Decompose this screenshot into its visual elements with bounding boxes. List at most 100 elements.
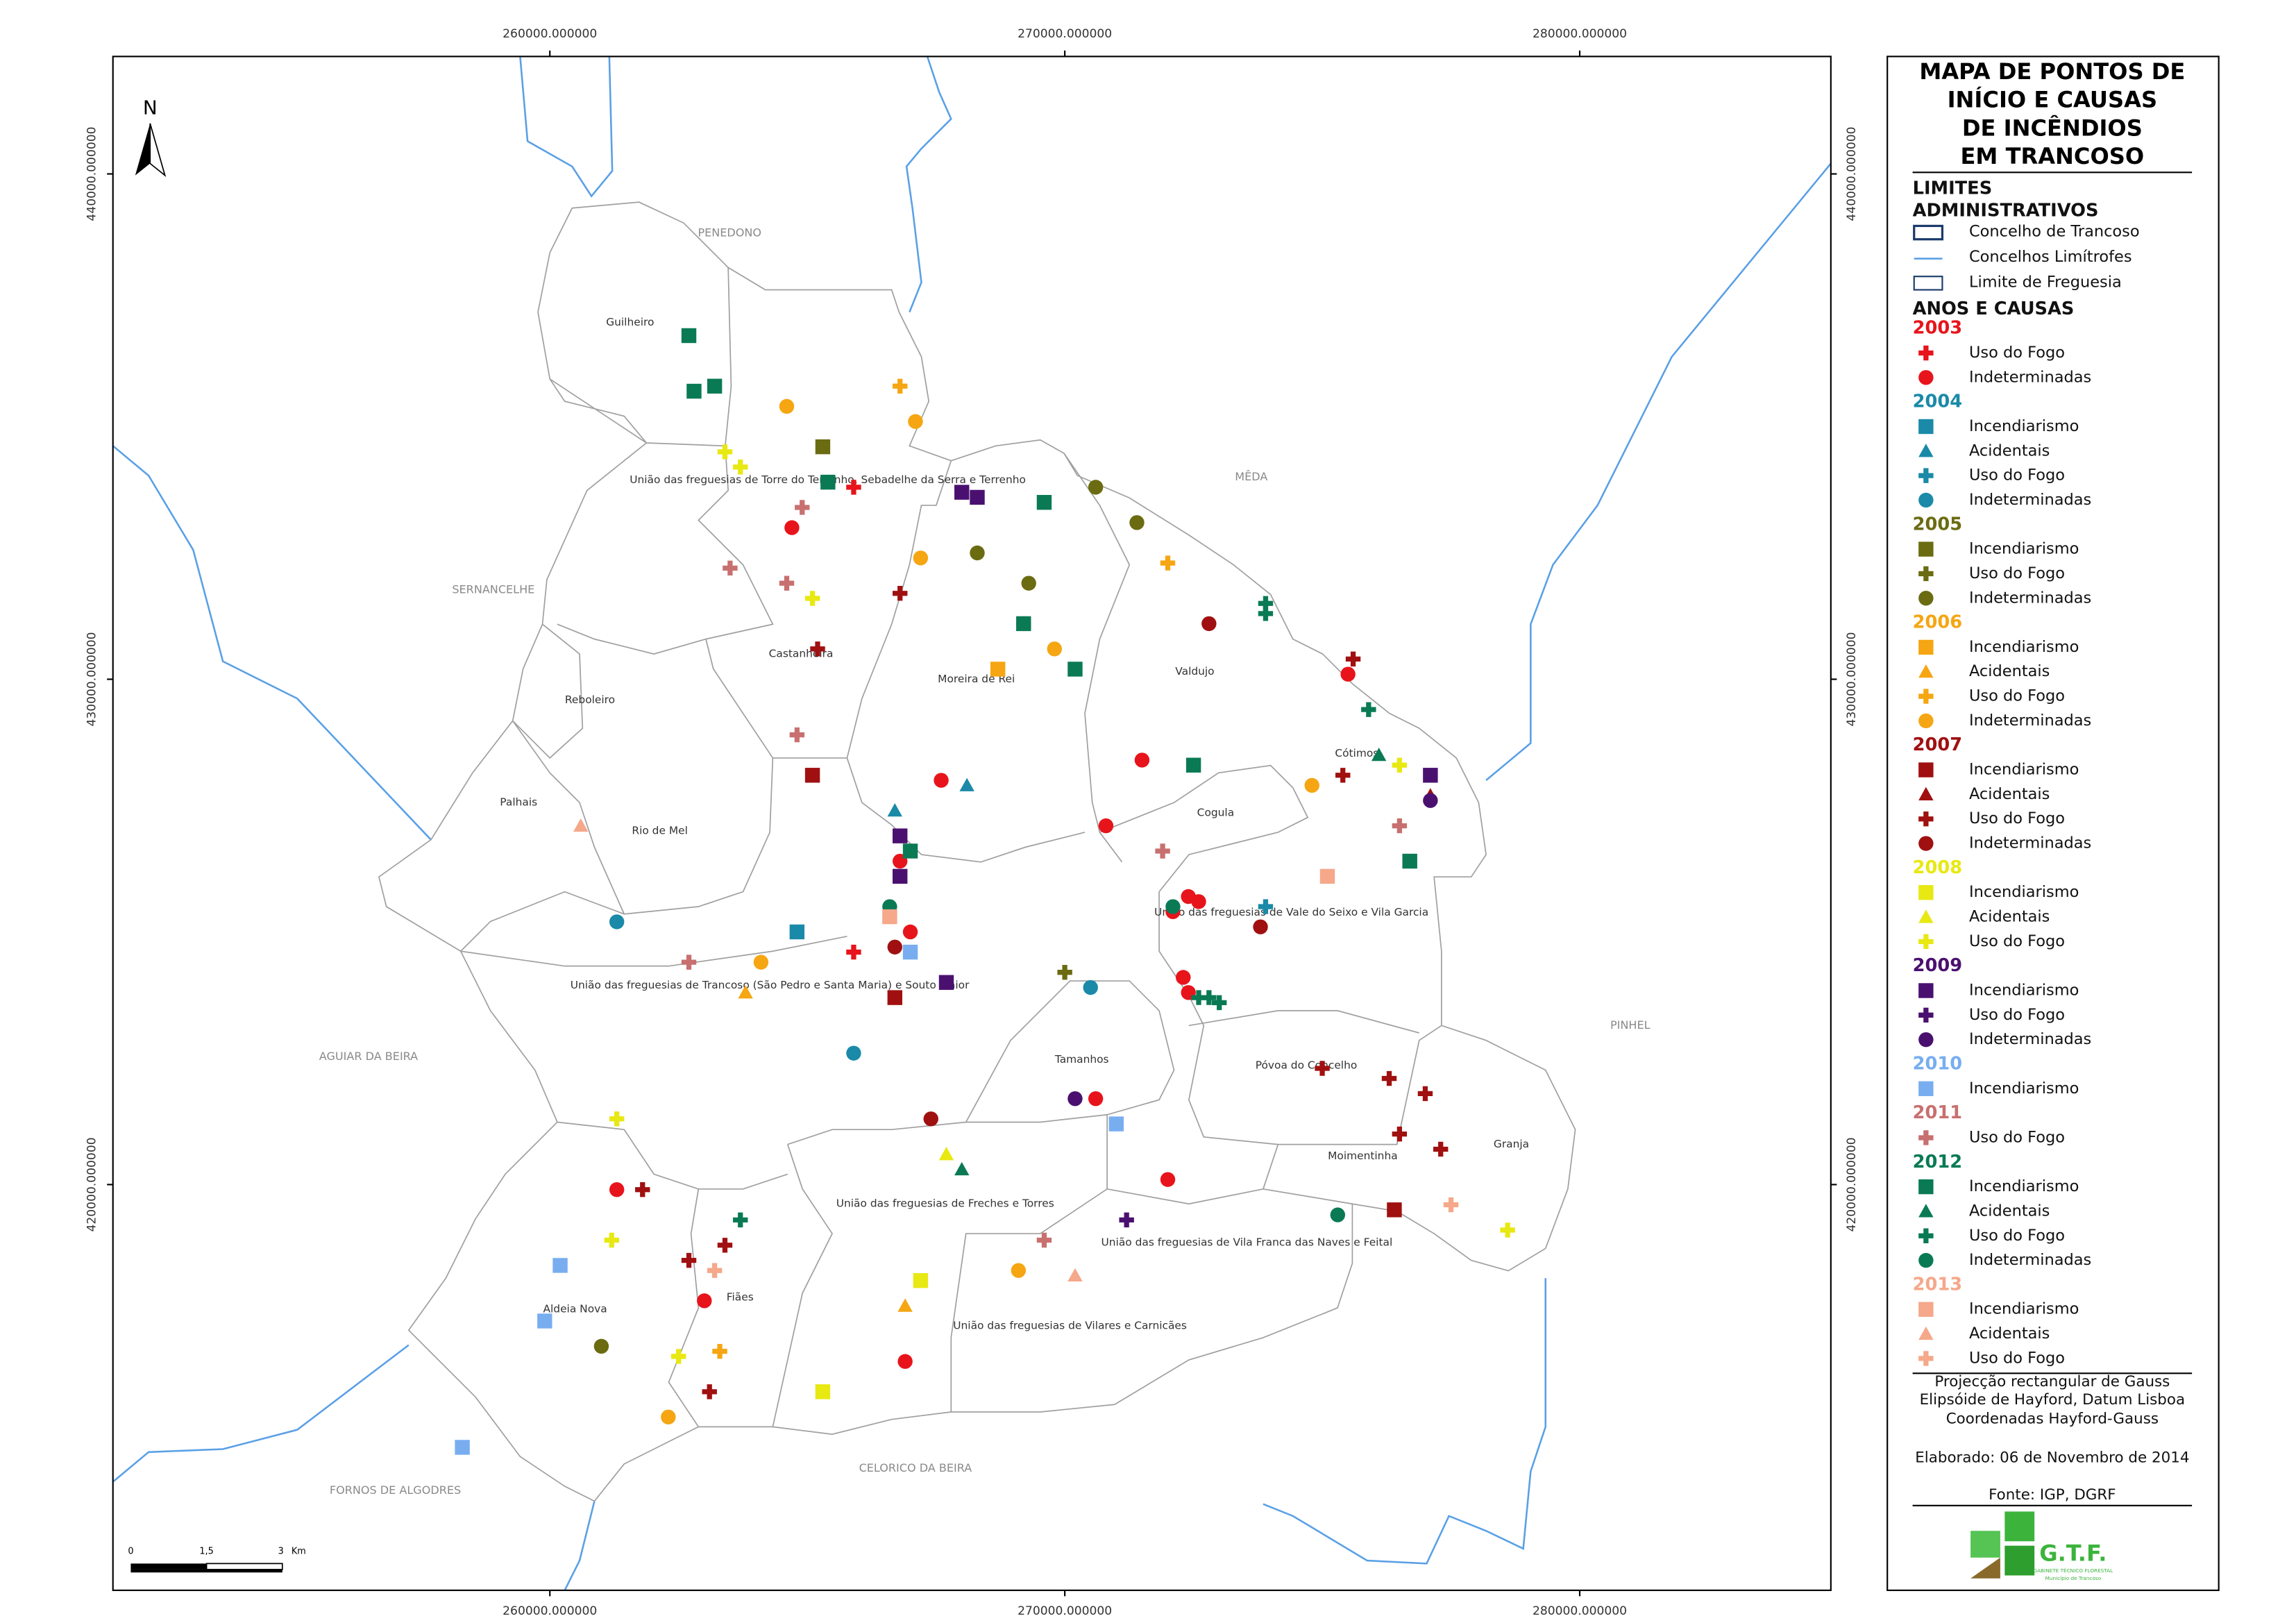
fire-point [1191,894,1206,909]
fire-point [887,990,902,1005]
boundary [512,623,584,759]
neighbour-label: PINHEL [1610,1018,1651,1032]
legend-label: Incendiarismo [1969,638,2079,656]
fire-point [707,378,723,394]
legend-symbol [1918,444,1934,457]
legend-year: 2006 [1913,612,1963,633]
boundary [705,460,952,759]
scale-label: 1,5 [199,1547,213,1557]
north-arrow: N [135,96,167,177]
boundary [1063,453,1131,863]
legend-symbol [1918,639,1934,655]
fire-point [804,591,820,606]
fire-point [609,1111,625,1127]
legend-label: Indeterminadas [1969,834,2091,852]
fire-point [1433,1141,1449,1157]
legend-heading: ANOS E CAUSAS [1913,298,2075,319]
projection-note: Projecção rectangular de Gauss [1934,1373,2170,1390]
legend-label: Uso do Fogo [1969,932,2065,950]
fire-point [846,480,861,495]
parish-label: Reboleiro [565,693,615,706]
legend-heading: LIMITES [1913,178,1993,199]
legend-symbol [1918,591,1934,606]
fire-point [815,1384,831,1399]
boundary [519,56,614,198]
parish-label: Moimentinha [1328,1150,1398,1162]
fire-point [1315,1061,1330,1076]
fire-point [661,1409,676,1424]
boundary [460,936,847,967]
legend-symbol [1918,1228,1934,1243]
parish-label: União das freguesias de Vila Franca das … [1101,1236,1393,1248]
fire-point [959,777,974,791]
legend-label: Uso do Fogo [1969,1349,2065,1367]
north-label: N [143,96,158,119]
boundary [112,445,432,841]
legend-label: Uso do Fogo [1969,1006,2065,1024]
fire-point [552,1258,568,1273]
fire-point [1381,1070,1397,1086]
legend-symbol [1918,492,1934,508]
fire-point [609,1182,625,1197]
fire-point [893,378,908,394]
legend-frame [1886,56,2220,1591]
y-tick-label: 430000.000000 [85,632,99,726]
fire-point [815,439,831,455]
legend-symbol [1918,934,1934,950]
fire-point [702,1384,717,1399]
fire-point [733,460,748,475]
logo-subtext: Município de Trancoso [2045,1575,2102,1581]
legend-symbol [1918,664,1934,678]
fire-point [455,1440,470,1455]
legend-label: Uso do Fogo [1969,466,2065,485]
legend-label: Indeterminadas [1969,1030,2091,1048]
fire-point [1258,606,1274,621]
x-tick-label: 260000.000000 [503,27,597,41]
legend-label: Indeterminadas [1969,491,2091,509]
fire-point [686,383,702,399]
legend-symbol [1913,276,1943,291]
boundary [698,1173,788,1190]
fire-point [1176,970,1191,985]
parish-label: Rio de Mel [632,824,688,836]
fire-point [1335,768,1351,783]
fire-point [1088,1091,1104,1107]
parish-label: União das freguesias de Vale do Seixo e … [1154,906,1428,918]
fire-point [753,955,769,970]
scale-segment [130,1569,282,1573]
fire-point [670,1349,686,1364]
legend-symbol [1913,224,1944,241]
fire-point [938,975,954,990]
fire-point [970,489,985,505]
fire-point [893,828,908,843]
arrow-half [149,123,167,177]
legend-symbol [1918,1204,1934,1218]
boundary [846,757,1086,863]
place-labels: PENEDONO MÊDA SERNANCELHE AGUIAR DA BEIR… [319,226,1651,1497]
fire-point [1160,555,1176,571]
legend-symbol [1918,370,1934,385]
fire-point [723,560,738,576]
fire-point [593,1338,609,1354]
legend-symbol [1918,1130,1934,1145]
scale-unit: Km [292,1547,306,1557]
fire-point [1129,515,1145,530]
legend-title: EM TRANCOSO [1961,143,2145,169]
boundary [112,1344,410,1483]
neighbour-label: FORNOS DE ALGODRES [330,1483,461,1497]
legend-symbol [1918,983,1934,998]
legend-year: 2007 [1913,734,1963,755]
fire-point [733,1212,748,1228]
fire-point [712,1343,727,1359]
legend-label: Uso do Fogo [1969,564,2065,582]
legend-label: Acidentais [1969,785,2050,803]
fire-point [779,575,795,591]
x-tick-label: 280000.000000 [1533,27,1627,41]
fire-point [1417,1086,1433,1102]
fire-points [455,328,1515,1455]
boundary [965,980,1175,1123]
fire-point [887,803,902,817]
neighbour-label: MÊDA [1235,470,1267,483]
legend-label: Indeterminadas [1969,1251,2091,1269]
fire-point [789,924,805,940]
